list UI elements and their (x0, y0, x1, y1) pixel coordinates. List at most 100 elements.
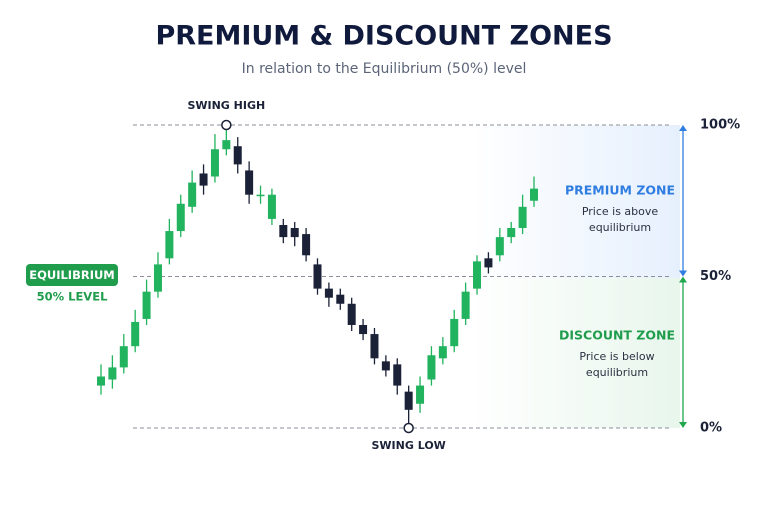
annotation: SWING LOW (371, 439, 445, 452)
candle-body (393, 364, 402, 386)
premium-arrow-head (679, 125, 687, 131)
y-tick-label: 50% (700, 269, 731, 284)
candle-body (507, 228, 516, 238)
candle-body (279, 224, 288, 238)
candle (518, 194, 527, 235)
candle (438, 337, 447, 365)
candle-body (473, 261, 482, 289)
candle (165, 218, 174, 265)
candle-body (222, 140, 231, 150)
y-tick-label: 0% (700, 421, 722, 436)
candle-body (256, 194, 265, 197)
candle (359, 318, 368, 341)
candle-body (359, 324, 368, 335)
annotation: Price is below (579, 350, 654, 363)
candle-body (313, 264, 322, 289)
candle-body (438, 346, 447, 359)
candle (484, 252, 493, 274)
annotation: 50% LEVEL (37, 290, 108, 304)
candle (347, 297, 356, 332)
candle (267, 188, 276, 225)
chart-title: PREMIUM & DISCOUNT ZONES (155, 21, 612, 52)
candle-body (495, 237, 504, 256)
discount-arrow-head (679, 422, 687, 428)
candle-body (97, 376, 105, 386)
candle (404, 385, 413, 428)
candle (381, 355, 390, 377)
premium-arrow-head (679, 270, 687, 277)
annotation: equilibrium (589, 221, 651, 234)
candle-body (233, 146, 242, 165)
annotation: DISCOUNT ZONE (559, 328, 675, 343)
candle-body (427, 355, 436, 380)
candle (507, 221, 516, 244)
candle-body (153, 264, 162, 292)
candle-body (131, 321, 140, 347)
candle (279, 218, 288, 244)
annotation: equilibrium (586, 366, 648, 379)
candle-body (267, 194, 276, 219)
candle-body (404, 391, 413, 410)
candle (131, 309, 140, 353)
discount-zone-bg (470, 278, 680, 428)
annotation: PREMIUM ZONE (565, 183, 675, 198)
equilibrium-badge (26, 264, 118, 286)
candle-body (336, 294, 345, 304)
candle (416, 376, 425, 413)
candle-body (176, 203, 185, 232)
candle (461, 282, 470, 325)
candle (495, 228, 504, 262)
candle-body (302, 234, 311, 256)
candle-body (108, 367, 117, 380)
candle-body (461, 291, 470, 319)
candle-body (381, 361, 390, 371)
candle-body (324, 288, 333, 298)
candle (199, 164, 208, 195)
candle (313, 258, 322, 295)
candle (302, 228, 311, 262)
candle (142, 279, 151, 325)
candle-body (347, 303, 356, 325)
candle (324, 282, 333, 307)
candle (473, 255, 482, 295)
candle (245, 161, 254, 204)
candle-body (119, 346, 128, 368)
candle (233, 137, 242, 174)
chart-subtitle: In relation to the Equilibrium (50%) lev… (242, 61, 527, 77)
annotation: Price is above (582, 205, 659, 218)
candle (176, 194, 185, 238)
candle (450, 309, 459, 353)
candle (393, 358, 402, 395)
candle (530, 176, 538, 207)
discount-arrow-head (679, 276, 687, 283)
candle-body (416, 385, 425, 404)
candle (370, 328, 379, 365)
candle (188, 170, 197, 213)
candle (153, 252, 162, 298)
candle (119, 334, 128, 374)
candle (336, 288, 345, 310)
candle-body (530, 188, 538, 201)
swing-low-marker (403, 422, 414, 434)
candle (290, 221, 299, 247)
premium-zone-bg (470, 125, 680, 278)
candle (210, 134, 219, 183)
candle-body (518, 206, 527, 229)
y-tick-label: 100% (700, 118, 740, 133)
candle-body (290, 228, 299, 238)
candle-body (245, 170, 254, 195)
annotation: SWING HIGH (187, 99, 265, 112)
candle-body (142, 291, 151, 319)
candle (97, 364, 105, 395)
candle-body (165, 231, 174, 259)
candle-body (484, 258, 493, 268)
candle-body (188, 182, 197, 207)
candle-body (210, 149, 219, 177)
candle (256, 185, 265, 204)
candle-body (370, 334, 379, 359)
swing-high-marker (221, 119, 232, 131)
annotation: EQUILIBRIUM (29, 268, 115, 282)
candle-body (199, 173, 208, 186)
candle-body (450, 318, 459, 347)
